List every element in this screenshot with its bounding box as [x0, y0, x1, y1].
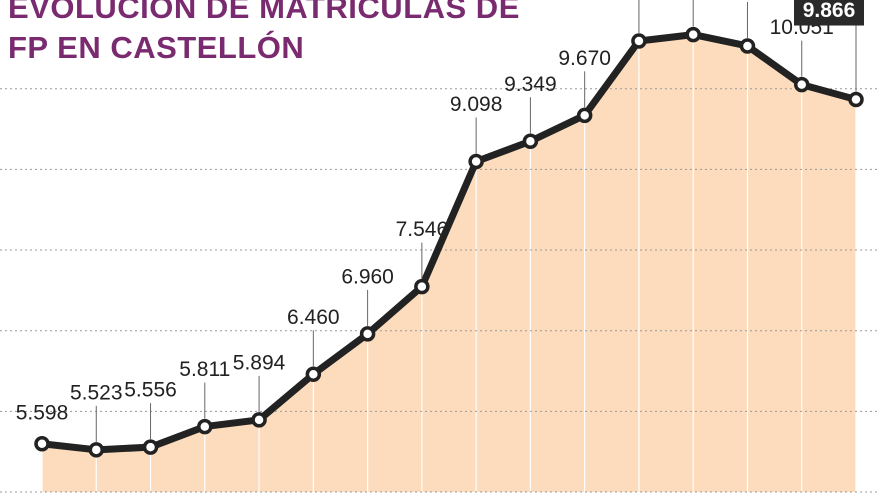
- point: [251, 412, 267, 428]
- point: [468, 153, 484, 170]
- point: [359, 326, 376, 342]
- value-label: 9.098: [450, 93, 503, 116]
- point: [88, 442, 105, 458]
- point: [305, 366, 322, 382]
- point: [34, 436, 50, 452]
- value-label: 6.460: [287, 306, 340, 329]
- point: [576, 107, 593, 124]
- line: [41, 31, 857, 454]
- value-label: 10.530: [715, 0, 779, 1]
- value-label: 5.811: [179, 358, 230, 381]
- chart-title: EVOLUCIÓN DE MATRÍCULAS DE FP EN CASTELL…: [8, 0, 520, 65]
- point: [793, 76, 810, 93]
- value-label: 5.598: [16, 401, 69, 424]
- value-label: 5.523: [70, 381, 123, 404]
- point: [739, 38, 756, 54]
- point: [848, 91, 864, 108]
- point: [197, 418, 213, 435]
- point: [414, 278, 430, 295]
- label-box: [794, 0, 864, 26]
- value-label: 9.670: [558, 47, 611, 70]
- value-label: 9.349: [504, 73, 557, 96]
- value-label: 5.894: [233, 351, 286, 374]
- value-label: 5.556: [124, 379, 177, 402]
- point: [142, 439, 159, 455]
- point: [685, 26, 701, 43]
- value-label: 9.866: [803, 0, 856, 22]
- point: [631, 33, 647, 49]
- value-label: 7.546: [396, 218, 449, 241]
- value-label: 6.960: [341, 265, 394, 288]
- point: [522, 133, 539, 149]
- area: [42, 34, 856, 492]
